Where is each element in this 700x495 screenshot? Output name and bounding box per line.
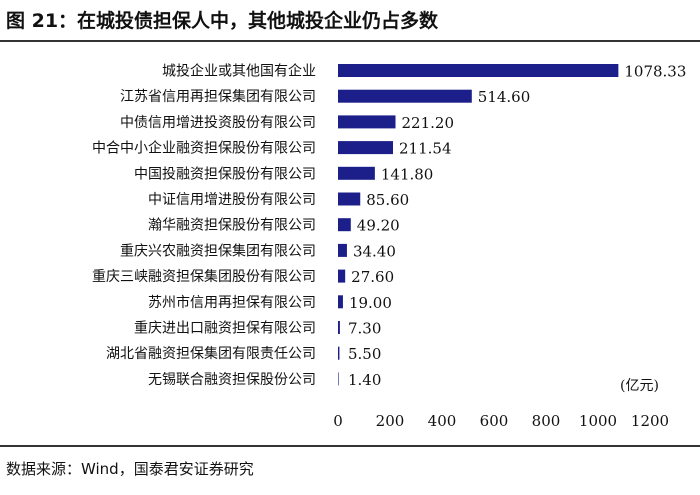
bar [338,192,361,206]
value-label: 49.20 [357,217,400,235]
category-label: 重庆进出口融资担保有限公司 [134,321,316,337]
value-label: 34.40 [353,242,396,260]
value-label: 221.20 [402,114,455,132]
category-label: 中证信用增进股份有限公司 [148,192,316,208]
bar [338,218,351,232]
x-tick-labels-layer: 0 200 400 600 800 1000 1200 [333,412,669,430]
category-label: 苏州市信用再担保有限公司 [148,294,316,311]
x-tick-label: 600 [480,412,509,430]
source-note: 数据来源：Wind，国泰君安证券研究 [6,460,254,478]
value-label: 5.50 [348,345,381,363]
bar [338,295,343,309]
category-label: 中债信用增进投资股份有限公司 [120,115,316,131]
value-label: 7.30 [348,320,381,338]
value-label: 85.60 [366,191,409,209]
category-label: 重庆兴农融资担保集团有限公司 [120,242,316,259]
bar [338,346,340,360]
x-tick-label: 0 [333,412,343,430]
category-label: 中合中小企业融资担保股份有限公司 [92,140,316,157]
x-tick-label: 200 [376,412,405,430]
bar [338,64,619,77]
value-labels-layer: 1078.33 514.60 221.20 211.54 141.80 85.60 49.2… [348,63,686,389]
bar [338,166,375,180]
bar [338,372,339,386]
x-tick-label: 800 [532,412,561,430]
value-label: 1.40 [348,371,381,389]
x-tick-label: 1000 [579,412,617,430]
value-label: 211.54 [399,140,452,158]
value-label: 141.80 [381,165,434,183]
category-label: 重庆三峡融资担保集团股份有限公司 [92,268,316,285]
category-label: 无锡联合融资担保股份公司 [148,372,316,388]
category-label: 城投企业或其他国有企业 [162,63,316,80]
chart-title: 图 21：在城投债担保人中，其他城投企业仍占多数 [6,10,439,32]
bar-chart: 城投企业或其他国有企业江苏省信用再担保集团有限公司中债信用增进投资股份有限公司中… [92,63,686,431]
bar [338,89,472,103]
top-rule [0,40,700,42]
bar [338,321,340,334]
category-labels-layer: 城投企业或其他国有企业江苏省信用再担保集团有限公司中债信用增进投资股份有限公司中… [92,63,316,388]
bar [338,141,394,155]
value-label: 19.00 [349,294,392,312]
x-tick-label: 1200 [631,412,669,430]
bar [338,269,346,283]
bars-layer [338,64,619,386]
bar [338,115,396,129]
unit-label: (亿元) [620,378,659,394]
category-label: 江苏省信用再担保集团有限公司 [120,88,316,105]
x-tick-label: 400 [428,412,457,430]
value-label: 514.60 [478,88,531,106]
value-label: 1078.33 [624,63,686,81]
value-label: 27.60 [351,268,394,286]
bar [338,243,347,257]
category-label: 瀚华融资担保股份有限公司 [148,218,316,234]
category-label: 湖北省融资担保集团有限责任公司 [106,345,316,362]
category-label: 中国投融资担保股份有限公司 [134,166,316,182]
bottom-rule [0,445,700,447]
